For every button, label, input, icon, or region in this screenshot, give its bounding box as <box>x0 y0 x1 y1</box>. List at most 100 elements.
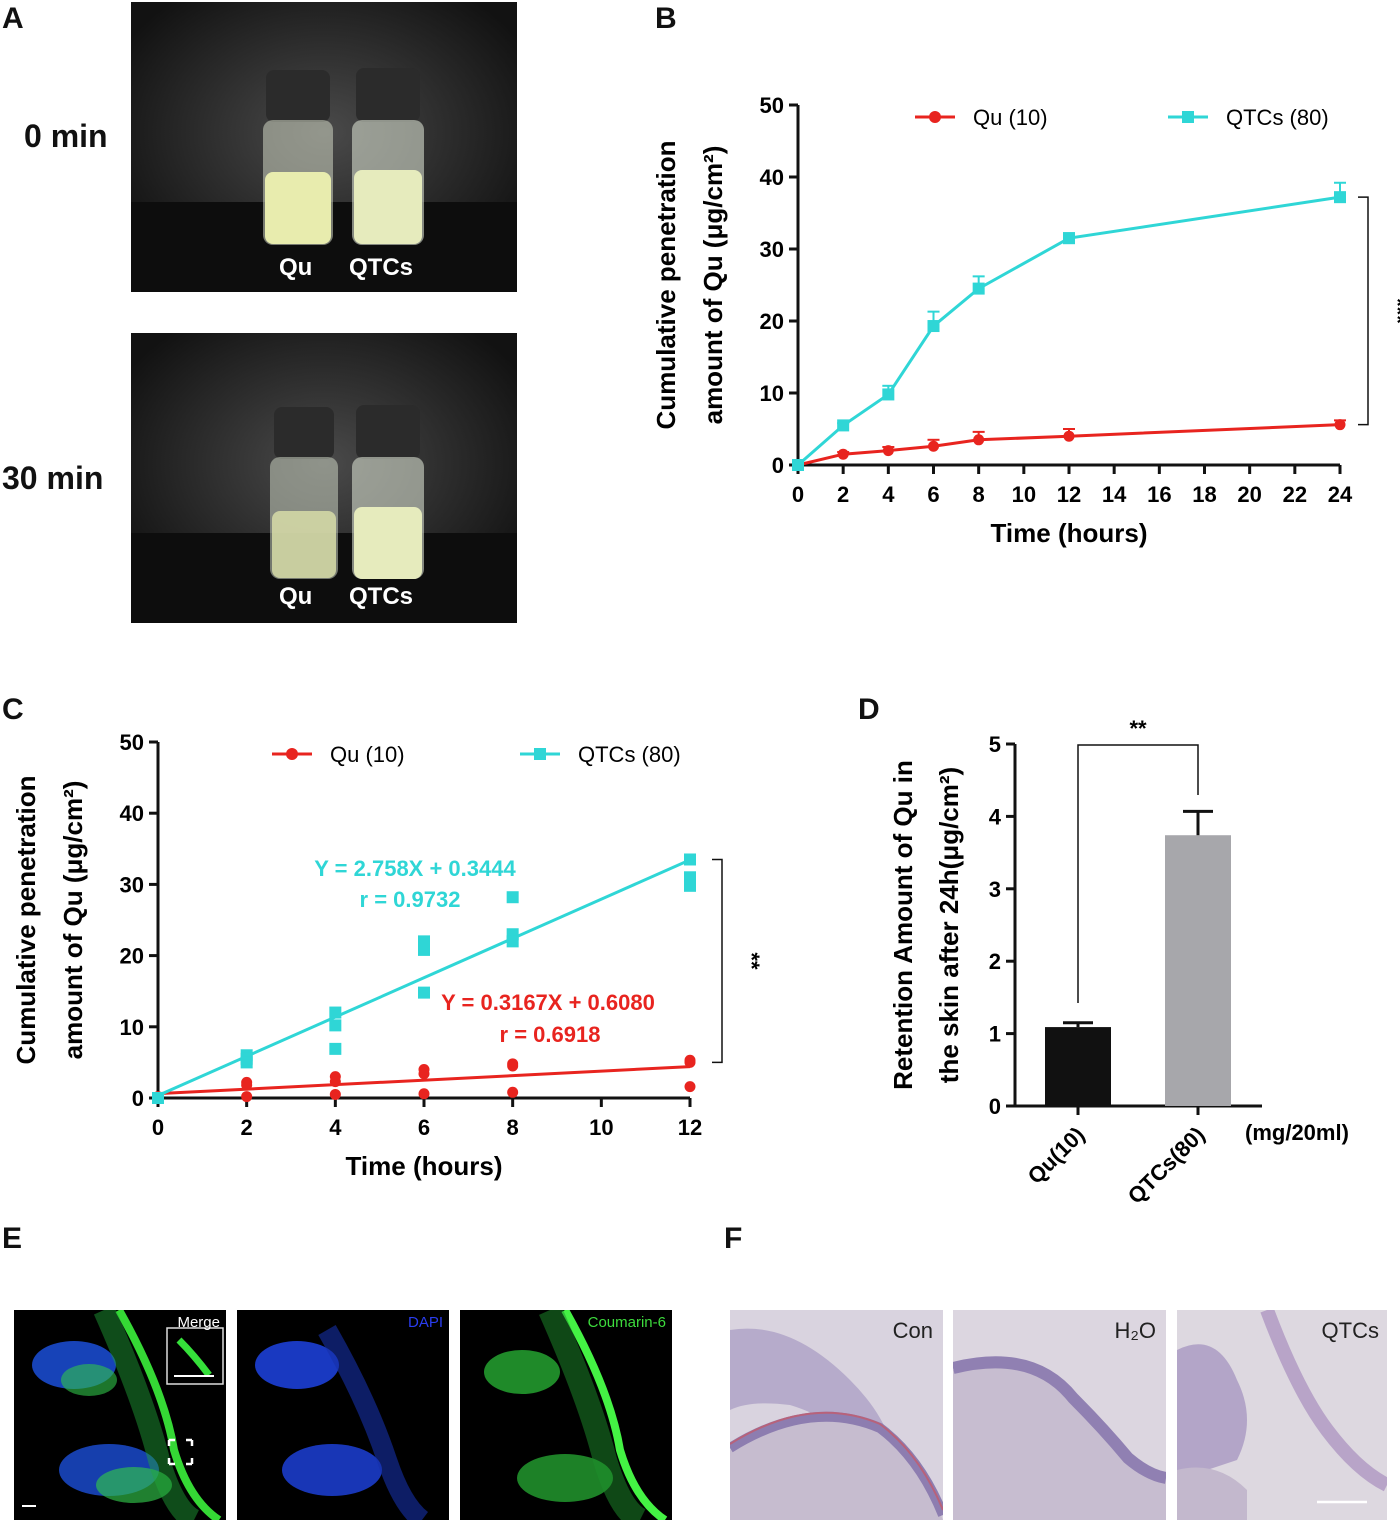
panel-letter-e: E <box>2 1222 23 1255</box>
data-point <box>241 1079 253 1091</box>
x-tick-label: 12 <box>1057 482 1081 507</box>
vial-photo-30min: Qu QTCs <box>131 333 517 623</box>
data-point <box>506 928 519 941</box>
legend-marker <box>1182 111 1194 123</box>
legend-marker <box>534 748 546 760</box>
y-tick-label: 10 <box>120 1015 144 1040</box>
y-tick-label: 0 <box>989 1094 1001 1119</box>
vial-label-qtcs: QTCs <box>349 254 414 281</box>
data-point <box>329 1076 341 1088</box>
data-point <box>418 986 430 999</box>
histology-illustration <box>730 1328 943 1520</box>
y-tick-label: 40 <box>760 165 784 190</box>
data-point <box>684 879 696 892</box>
x-tick-label: 4 <box>329 1115 342 1140</box>
bar <box>1165 835 1231 1106</box>
x-unit-label: (mg/20ml) <box>1245 1120 1349 1145</box>
significance-bracket <box>712 858 723 1064</box>
chart-d: 0 1 2 3 4 5 Qu(10) QTCs(80) (mg/20ml) Retention A… <box>888 716 1349 1209</box>
y-tick-label: 2 <box>989 949 1001 974</box>
data-point <box>684 853 696 866</box>
significance-marker: ** <box>1129 716 1147 741</box>
y-axis-label: the skin after 24h(μg/cm²) <box>934 767 964 1083</box>
micrograph-illustration <box>484 1310 668 1520</box>
data-point <box>240 1056 253 1069</box>
micrograph-illustration <box>22 1310 224 1520</box>
legend-marker <box>286 748 298 760</box>
data-point <box>507 1060 519 1072</box>
data-point <box>684 1056 696 1068</box>
x-tick-label: 6 <box>418 1115 430 1140</box>
time-label-30min: 30 min <box>2 460 104 496</box>
x-axis-label: Time (hours) <box>991 518 1148 548</box>
data-point <box>418 943 430 956</box>
micrograph-coumarin: Coumarin-6 <box>460 1310 672 1520</box>
histology-illustration <box>953 1356 1166 1520</box>
x-tick-label: 8 <box>973 482 985 507</box>
data-point <box>1063 430 1075 442</box>
data-point <box>507 1086 519 1098</box>
micrograph-merge: Merge <box>14 1310 226 1520</box>
significance-marker: *** <box>1385 298 1400 324</box>
data-point <box>152 1092 164 1104</box>
x-tick-label: 6 <box>927 482 939 507</box>
histology-label-con: Con <box>892 1318 933 1343</box>
y-tick-label: 20 <box>120 944 144 969</box>
data-point <box>1334 191 1346 204</box>
legend-marker <box>929 111 941 123</box>
histology-label-qtcs: QTCs <box>1321 1318 1379 1343</box>
x-tick-label: 14 <box>1102 482 1127 507</box>
data-point <box>329 1019 342 1032</box>
significance-marker: ** <box>739 952 764 970</box>
x-tick-label: 12 <box>678 1115 702 1140</box>
micrograph-label-dapi: DAPI <box>407 1314 443 1331</box>
y-tick-label: 5 <box>989 732 1001 757</box>
data-point <box>329 1088 341 1100</box>
histology-label-h2o: H₂O <box>1114 1318 1156 1343</box>
vial-photo-0min: Qu QTCs <box>131 2 517 292</box>
legend-label: Qu (10) <box>330 742 405 767</box>
x-tick-label: 18 <box>1192 482 1216 507</box>
data-point <box>1334 419 1346 431</box>
data-point <box>418 1068 430 1080</box>
data-point <box>927 320 940 333</box>
y-tick-label: 30 <box>120 872 144 897</box>
x-tick-label: 8 <box>507 1115 519 1140</box>
data-point <box>882 445 894 457</box>
micrograph-illustration <box>255 1325 429 1520</box>
legend-label: Qu (10) <box>973 105 1048 130</box>
data-point <box>973 434 985 446</box>
y-tick-label: 1 <box>989 1022 1001 1047</box>
data-point <box>1063 232 1075 245</box>
x-tick-label: 24 <box>1328 482 1353 507</box>
y-tick-label: 50 <box>760 93 784 118</box>
significance-bracket <box>1358 196 1369 426</box>
y-axis-label: Retention Amount of Qu in <box>888 760 918 1090</box>
vial-label-qtcs: QTCs <box>349 583 414 610</box>
data-point <box>837 448 849 460</box>
y-tick-label: 0 <box>132 1086 144 1111</box>
fit-equation-qu: Y = 0.3167X + 0.6080 <box>441 990 655 1015</box>
histology-h2o: H₂O <box>953 1310 1166 1520</box>
y-tick-label: 4 <box>989 804 1002 829</box>
data-point <box>684 1081 696 1093</box>
y-tick-label: 3 <box>989 877 1001 902</box>
histology-qtcs: QTCs <box>1177 1310 1387 1520</box>
bar <box>1045 1027 1111 1106</box>
histology-illustration <box>1177 1310 1387 1520</box>
x-tick-label: Qu(10) <box>1023 1122 1090 1189</box>
panel-letter-b: B <box>655 2 677 35</box>
data-point <box>792 459 804 471</box>
y-tick-label: 40 <box>120 801 144 826</box>
x-tick-label: QTCs(80) <box>1123 1122 1210 1209</box>
x-tick-label: 4 <box>882 482 895 507</box>
data-point <box>837 419 850 432</box>
x-tick-label: 22 <box>1283 482 1307 507</box>
micrograph-dapi: DAPI <box>237 1310 449 1520</box>
micrograph-label-coumarin: Coumarin-6 <box>587 1314 666 1331</box>
y-axis-label: amount of Qu (μg/cm²) <box>58 781 88 1060</box>
histology-con: Con <box>730 1310 943 1520</box>
x-tick-label: 20 <box>1237 482 1261 507</box>
time-label-0min: 0 min <box>24 118 108 154</box>
